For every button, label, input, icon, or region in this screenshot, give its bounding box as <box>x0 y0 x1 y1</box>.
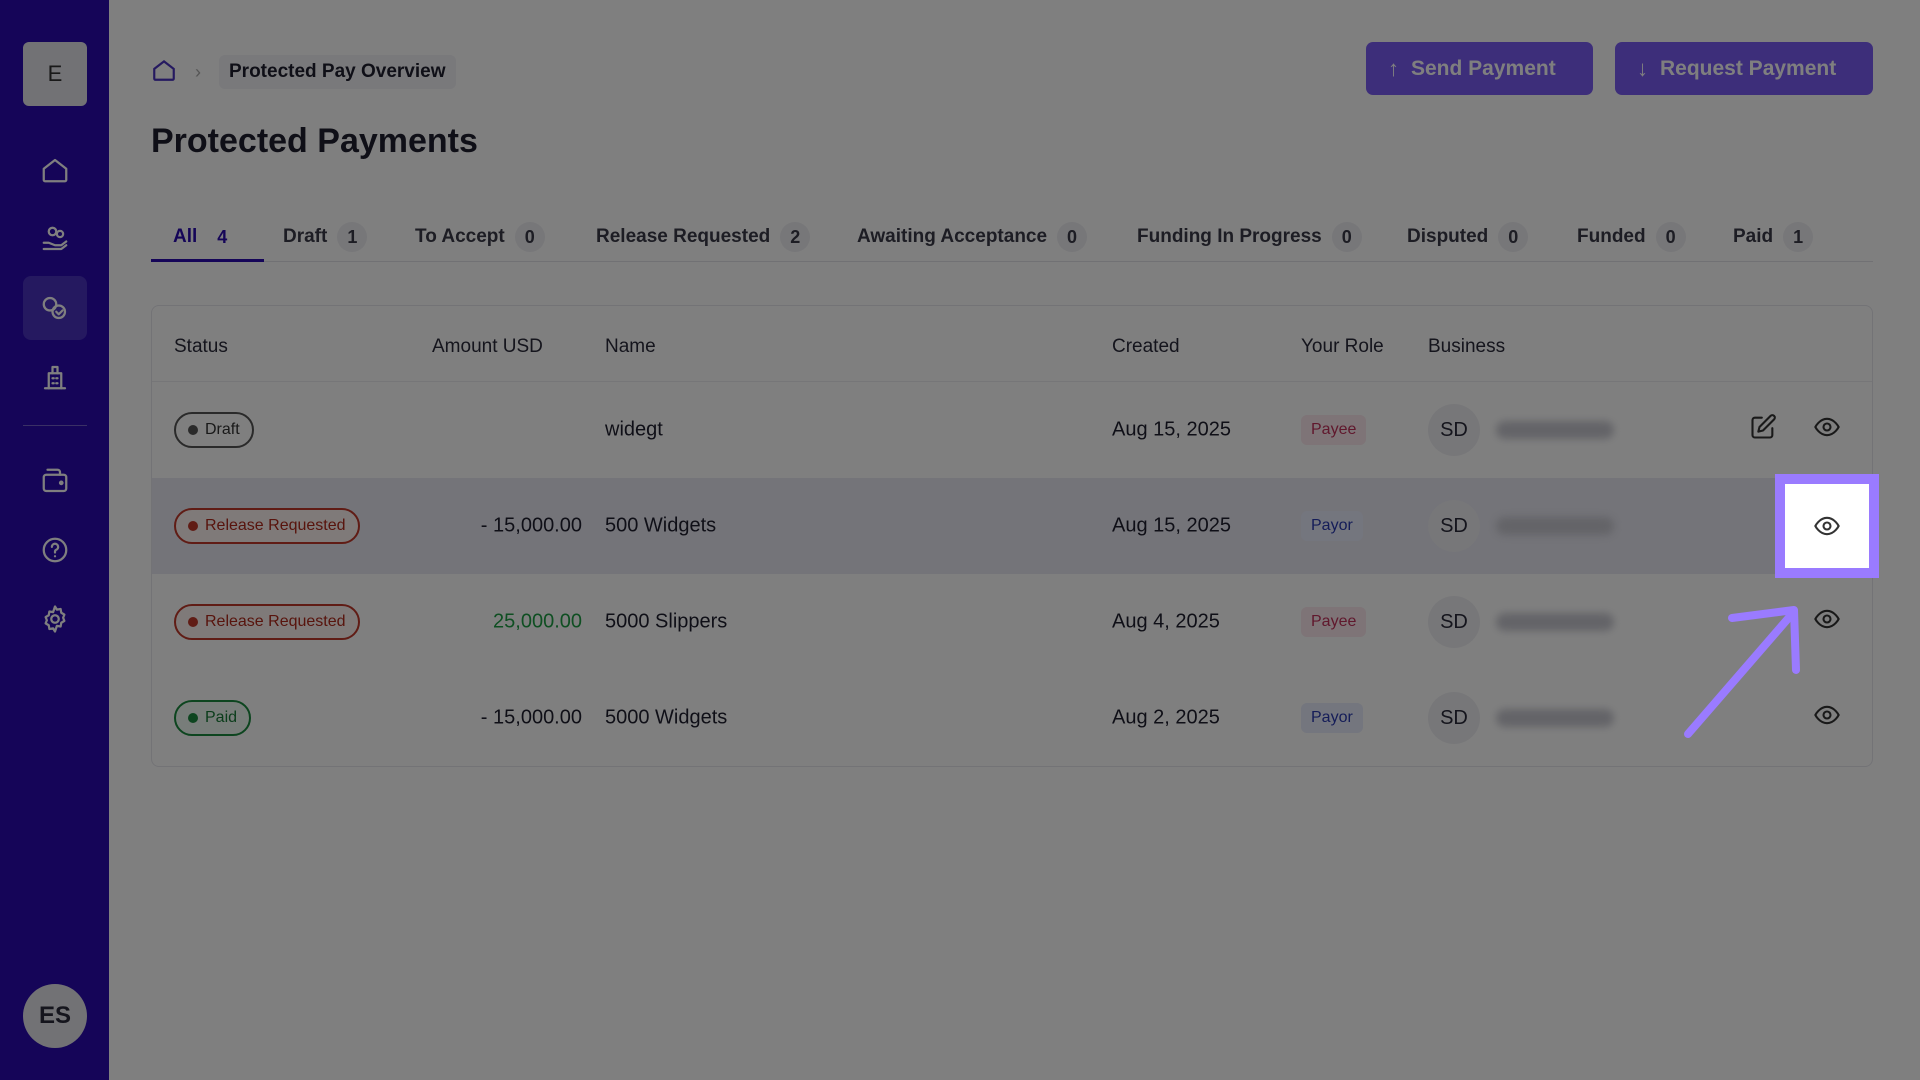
highlighted-view-button[interactable] <box>1775 474 1879 578</box>
pointer-arrow-icon <box>1684 606 1800 738</box>
eye-icon <box>1814 516 1840 536</box>
